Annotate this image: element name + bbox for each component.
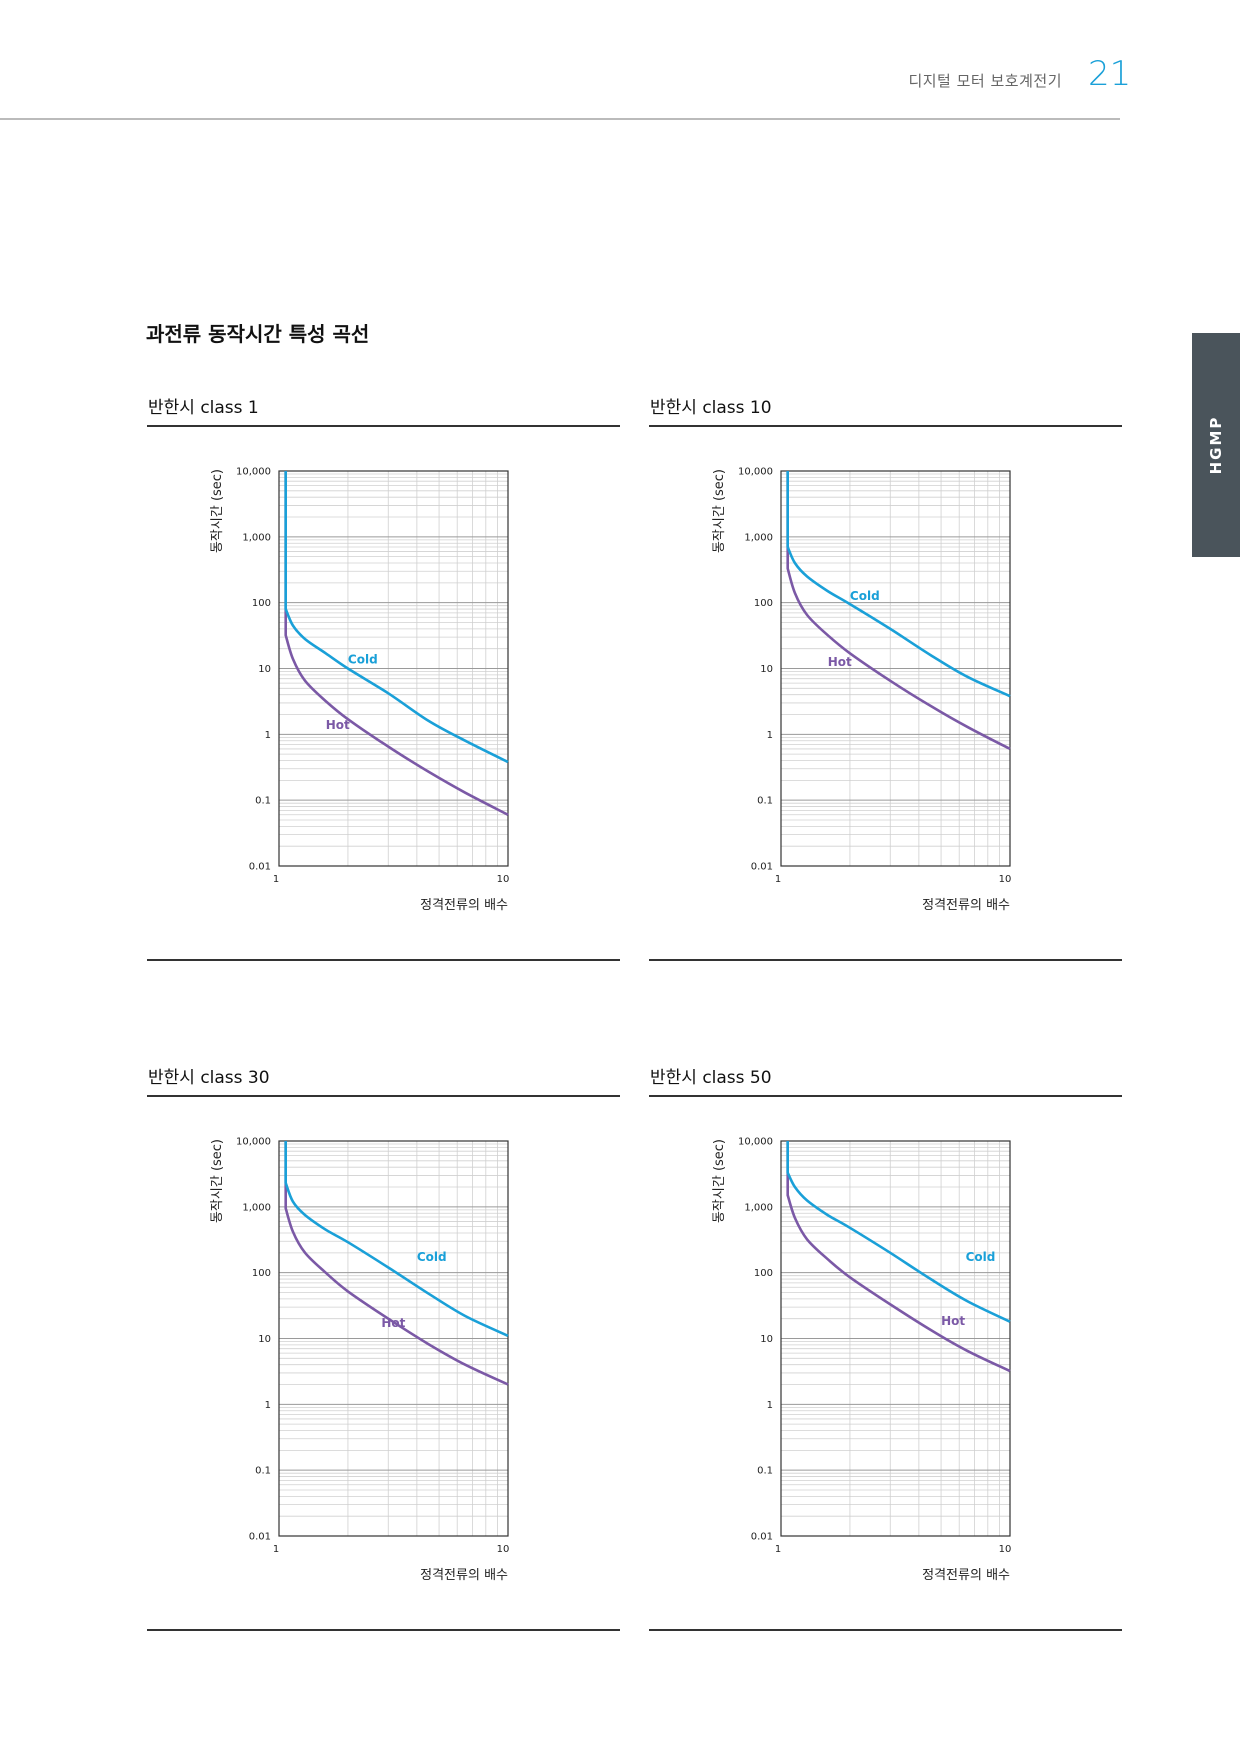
panel-bottom-rule [649,1629,1122,1631]
x-tick-label: 10 [999,1544,1012,1555]
y-tick-label: 100 [754,598,773,609]
x-tick-label: 10 [497,874,510,885]
y-tick-label: 0.1 [757,1466,773,1477]
x-tick-label: 1 [775,1544,781,1555]
panel-top-rule [649,425,1122,427]
side-tab: HGMP [1192,333,1240,557]
chart-svg: 0.01 0.1 1 10 100 1,000 10,000 1 10 정격전류의 배수 동작시간 … [210,467,510,914]
y-tick-label: 1 [767,1400,773,1411]
x-axis-title: 정격전류의 배수 [420,1568,508,1583]
grid [279,1140,508,1537]
x-tick-label: 1 [273,1544,279,1555]
plot-frame [780,1140,1011,1537]
y-tick-label: 100 [252,598,271,609]
x-tick-label: 10 [999,874,1012,885]
header-doc-title: 디지털 모터 보호계전기 [908,72,1062,90]
y-tick-label: 10 [258,1334,271,1345]
series-line-hot [284,471,509,816]
series-line-cold [284,471,509,764]
y-axis-title: 동작시간 (sec) [712,1139,727,1223]
panel-top-rule [649,1095,1122,1097]
y-tick-label: 1,000 [242,532,271,543]
y-tick-label: 1 [767,730,773,741]
series-label-cold: Cold [850,589,880,603]
chart-title: 반한시 class 1 [148,398,259,418]
header-divider [0,118,1120,120]
series-label-hot: Hot [381,1316,405,1330]
series-line-hot [786,1141,1011,1373]
chart-title: 반한시 class 30 [148,1068,270,1088]
series-line-hot [786,471,1011,751]
y-tick-label: 100 [754,1268,773,1279]
y-tick-label: 10,000 [738,467,773,478]
side-tab-label: HGMP [1207,415,1225,475]
series-label-hot: Hot [326,718,350,732]
chart-svg: 0.01 0.1 1 10 100 1,000 10,000 1 10 정격전류의 배수 동작시간 … [712,467,1012,914]
y-tick-label: 0.1 [255,1466,271,1477]
y-tick-label: 10,000 [236,1137,271,1148]
series-line-hot [284,1141,509,1386]
y-tick-label: 0.1 [255,796,271,807]
series-line-cold [786,1141,1011,1323]
grid [781,1140,1010,1537]
y-tick-label: 10 [760,664,773,675]
y-tick-label: 10 [760,1334,773,1345]
series-label-cold: Cold [417,1250,447,1264]
y-tick-label: 0.01 [249,862,271,873]
x-axis-title: 정격전류의 배수 [922,1568,1010,1583]
y-tick-label: 1,000 [744,532,773,543]
plot-frame [780,470,1011,867]
panel-bottom-rule [147,959,620,961]
grid [279,470,508,867]
x-axis-title: 정격전류의 배수 [922,898,1010,913]
y-tick-label: 1 [265,730,271,741]
panel-top-rule [147,425,620,427]
series-line-cold [284,1141,509,1337]
x-axis-title: 정격전류의 배수 [420,898,508,913]
series-label-cold: Cold [966,1250,996,1264]
chart-title: 반한시 class 10 [650,398,772,418]
panel-bottom-rule [147,1629,620,1631]
series-label-cold: Cold [348,652,378,666]
plot-frame [278,1140,509,1537]
y-axis-title: 동작시간 (sec) [210,1139,225,1223]
grid [781,470,1010,867]
chart-svg: 0.01 0.1 1 10 100 1,000 10,000 1 10 정격전류의 배수 동작시간 … [210,1137,510,1584]
y-tick-label: 1 [265,1400,271,1411]
y-tick-label: 0.01 [751,862,773,873]
plot-frame [278,470,509,867]
y-tick-label: 10,000 [236,467,271,478]
page-number: 21 [1088,54,1132,94]
y-tick-label: 0.1 [757,796,773,807]
x-tick-label: 10 [497,1544,510,1555]
y-tick-label: 0.01 [249,1532,271,1543]
section-title: 과전류 동작시간 특성 곡선 [146,322,370,346]
panel-bottom-rule [649,959,1122,961]
chart-svg: 0.01 0.1 1 10 100 1,000 10,000 1 10 정격전류의 배수 동작시간 … [712,1137,1012,1584]
y-tick-label: 10,000 [738,1137,773,1148]
y-tick-label: 1,000 [744,1202,773,1213]
x-tick-label: 1 [273,874,279,885]
y-axis-title: 동작시간 (sec) [210,469,225,553]
y-axis-title: 동작시간 (sec) [712,469,727,553]
y-tick-label: 1,000 [242,1202,271,1213]
x-tick-label: 1 [775,874,781,885]
series-label-hot: Hot [828,655,852,669]
y-tick-label: 100 [252,1268,271,1279]
panel-top-rule [147,1095,620,1097]
series-label-hot: Hot [941,1314,965,1328]
series-line-cold [786,471,1011,698]
chart-title: 반한시 class 50 [650,1068,772,1088]
y-tick-label: 0.01 [751,1532,773,1543]
y-tick-label: 10 [258,664,271,675]
